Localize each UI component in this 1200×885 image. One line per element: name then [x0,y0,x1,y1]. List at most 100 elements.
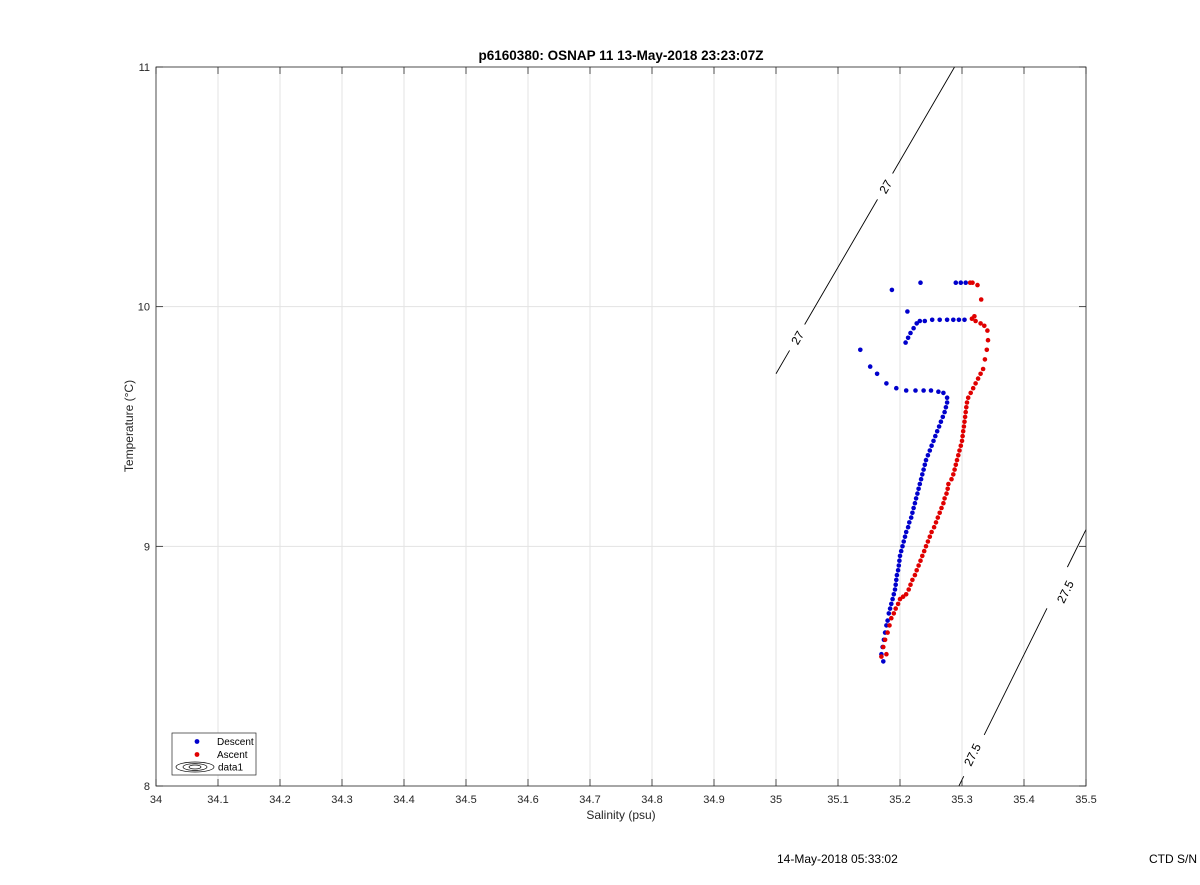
data-point-descent [874,371,880,377]
contour-label: 27 [788,328,807,347]
data-point-ascent [884,651,889,657]
data-point-descent [886,611,892,616]
data-point-ascent [879,654,884,659]
x-tick-label: 34.8 [641,794,662,806]
data-point-ascent [881,644,886,650]
data-point-ascent [906,587,911,592]
data-point-descent [925,453,931,458]
data-point-ascent [945,486,950,492]
data-point-descent [910,510,915,516]
data-point-descent [895,568,901,573]
data-point-descent [956,317,962,323]
data-point-ascent [965,395,971,401]
data-point-descent [923,457,929,463]
axis-ticks: 34 34.1 34.2 34.3 34.4 34.5 34.6 34.7 34.8 34.9 35… [138,62,1097,806]
data-point-descent [884,381,889,386]
data-point-ascent [968,390,973,396]
data-point-ascent [959,438,965,444]
data-point-descent [927,448,933,453]
data-point-descent [928,388,934,393]
x-tick-label: 34.7 [579,794,600,806]
contour-line-27 [804,199,878,325]
data-point-descent [931,438,936,444]
data-point-ascent [914,568,919,573]
contour-icon-ring [182,763,208,771]
legend[interactable]: Descent Ascent data1 [171,732,257,776]
data-point-descent [916,486,921,492]
data-point-descent [944,400,950,405]
data-point-ascent [975,376,981,381]
y-tick-label: 11 [139,62,150,74]
data-point-ascent [882,637,888,643]
data-point-ascent [908,582,913,587]
data-point-ascent [939,505,944,511]
data-point-descent [898,548,904,554]
data-point-ascent [946,481,951,487]
data-point-descent [894,577,899,583]
data-point-descent [963,280,968,286]
x-tick-label: 35.3 [951,794,972,806]
data-point-descent [903,340,908,345]
data-point-descent [917,481,923,487]
data-point-ascent [891,611,897,616]
data-point-ascent [953,462,959,468]
data-point-ascent [933,520,939,525]
data-point-descent [894,572,900,578]
footer-date: 14-May-2018 05:33:02 [777,852,898,866]
data-point-descent [929,443,934,449]
data-point-descent [929,317,935,323]
x-tick-label: 35.1 [827,794,848,806]
contour-line-27.5 [958,775,965,787]
footer-ctd-serial: CTD S/N [1149,852,1197,866]
chart-title: p6160380: OSNAP 11 13-May-2018 23:23:07Z [479,48,764,63]
data-point-ascent [954,457,960,463]
data-point-ascent [985,328,990,333]
data-point-descent [896,563,902,568]
data-point-ascent [982,323,987,329]
data-point-ascent [925,539,931,544]
data-series [858,280,991,664]
legend-marker-descent [194,739,200,744]
data-point-ascent [918,558,923,563]
data-point-descent [914,321,919,326]
series-descent [858,280,968,664]
data-point-descent [907,520,912,525]
data-point-descent [908,330,913,336]
data-point-ascent [961,424,967,429]
data-point-ascent [912,572,918,578]
data-point-ascent [962,419,967,425]
data-point-ascent [978,371,983,377]
data-point-descent [962,317,967,323]
data-point-descent [943,405,949,410]
legend-label-descent: Descent [217,737,254,748]
data-point-descent [936,424,942,429]
data-point-ascent [942,496,947,501]
x-tick-label: 35.5 [1075,794,1096,806]
plot-area [156,67,1086,786]
data-point-descent [911,505,916,511]
data-point-ascent [935,515,941,520]
legend-marker-ascent [194,752,200,757]
data-point-descent [918,280,923,286]
contour-icon-ring [188,764,202,770]
data-point-ascent [889,615,894,621]
contour-icon-ring [175,761,215,773]
data-point-ascent [951,472,956,477]
data-point-ascent [963,409,968,415]
data-point-descent [920,472,925,477]
contour-icon [175,761,215,773]
data-point-descent [889,287,895,293]
contour-line-27 [892,66,955,174]
x-tick-label: 34.6 [517,794,538,806]
data-point-descent [889,601,894,607]
data-point-descent [913,496,919,501]
data-point-descent [915,491,920,496]
x-axis-title: Salinity (psu) [586,808,655,822]
data-point-ascent [984,347,990,353]
data-point-ascent [931,524,937,530]
data-point-ascent [975,282,980,288]
data-point-descent [940,414,946,420]
data-point-descent [944,395,950,401]
data-point-descent [903,529,909,535]
